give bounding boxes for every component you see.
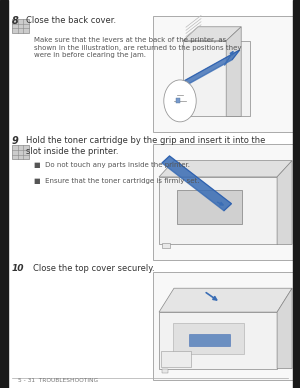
Bar <box>176 98 180 103</box>
Text: Close the top cover securely.: Close the top cover securely. <box>33 264 154 273</box>
Text: 9: 9 <box>12 136 19 146</box>
Bar <box>183 41 250 116</box>
Text: ■  Do not touch any parts inside the printer.: ■ Do not touch any parts inside the prin… <box>34 162 190 168</box>
Text: Make sure that the levers at the back of the printer, as
shown in the illustrati: Make sure that the levers at the back of… <box>34 37 242 58</box>
Bar <box>153 272 297 380</box>
Polygon shape <box>277 288 292 369</box>
Bar <box>161 351 191 367</box>
Text: 10: 10 <box>12 264 25 273</box>
Text: Close the back cover.: Close the back cover. <box>26 16 116 24</box>
Bar <box>292 0 300 388</box>
Polygon shape <box>171 50 240 94</box>
Bar <box>12 19 28 33</box>
Bar <box>153 144 297 260</box>
Circle shape <box>164 80 196 122</box>
Bar <box>159 312 277 369</box>
Text: ■  Ensure that the toner cartridge is firmly set.: ■ Ensure that the toner cartridge is fir… <box>34 178 200 184</box>
Bar <box>12 145 28 159</box>
Polygon shape <box>159 161 292 177</box>
Bar <box>0 0 8 388</box>
Polygon shape <box>162 156 231 211</box>
Bar <box>173 324 244 355</box>
Bar <box>162 242 169 248</box>
Text: 5 - 31  TROUBLESHOOTING: 5 - 31 TROUBLESHOOTING <box>18 378 98 383</box>
Bar <box>153 16 297 132</box>
Polygon shape <box>226 27 241 116</box>
Bar <box>162 369 168 373</box>
Polygon shape <box>183 27 241 41</box>
Polygon shape <box>159 288 292 312</box>
Text: Hold the toner cartridge by the grip and insert it into the
slot inside the prin: Hold the toner cartridge by the grip and… <box>26 136 265 156</box>
Bar <box>188 334 230 346</box>
Bar <box>177 191 242 224</box>
Bar <box>159 177 277 244</box>
Polygon shape <box>277 161 292 244</box>
Text: 8: 8 <box>12 16 19 26</box>
